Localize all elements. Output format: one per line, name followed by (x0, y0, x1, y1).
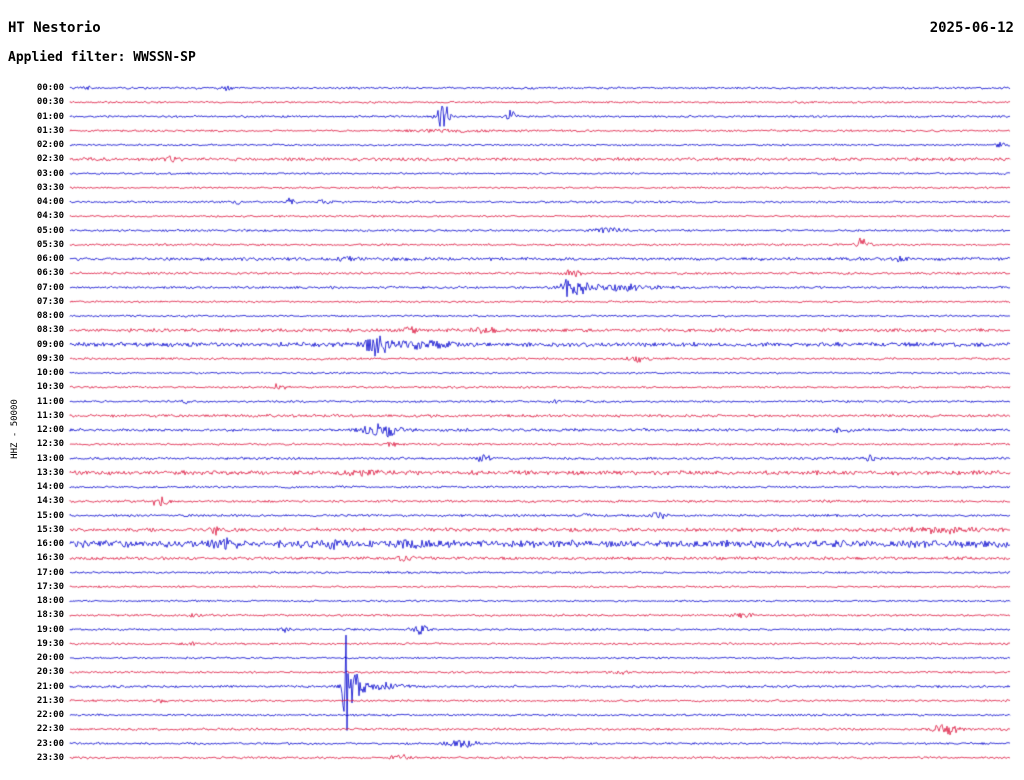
time-label: 11:30 (36, 410, 64, 421)
time-label: 18:00 (36, 596, 64, 606)
time-label: 14:30 (36, 496, 64, 507)
time-label: 08:30 (36, 325, 64, 336)
filter-label: Applied filter: WWSSN-SP (8, 50, 196, 65)
time-label: 23:00 (36, 738, 64, 749)
time-label: 02:00 (36, 140, 64, 150)
time-label: 00:00 (36, 83, 64, 93)
time-label: 02:30 (36, 154, 64, 165)
time-label: 04:30 (36, 211, 64, 222)
time-label: 06:00 (36, 254, 64, 264)
time-label: 05:00 (36, 225, 64, 236)
time-label: 10:00 (36, 368, 64, 378)
time-label: 11:00 (36, 396, 64, 407)
time-label: 15:00 (36, 510, 64, 521)
time-label: 07:30 (36, 296, 64, 307)
time-label: 21:30 (36, 695, 64, 706)
time-label: 17:00 (36, 567, 64, 578)
time-label: 15:30 (36, 524, 64, 535)
time-label: 01:30 (36, 125, 64, 136)
station-title: HT Nestorio (8, 20, 101, 36)
time-label: 03:30 (36, 182, 64, 193)
time-label: 12:00 (36, 425, 64, 435)
time-label: 01:00 (36, 111, 64, 122)
time-label: 23:30 (36, 752, 64, 763)
time-label: 00:30 (36, 97, 64, 108)
time-label: 09:00 (36, 339, 64, 350)
time-label: 13:00 (36, 453, 64, 464)
time-label: 07:00 (36, 282, 64, 293)
time-label: 16:30 (36, 553, 64, 564)
time-label: 19:30 (36, 638, 64, 649)
time-label: 06:30 (36, 268, 64, 279)
time-label: 03:00 (36, 168, 64, 179)
time-label: 05:30 (36, 239, 64, 250)
time-label: 18:30 (36, 610, 64, 621)
date-label: 2025-06-12 (929, 20, 1014, 36)
time-label: 04:00 (36, 197, 64, 207)
time-label: 16:00 (36, 539, 64, 549)
time-label: 17:30 (36, 581, 64, 592)
time-label: 20:00 (36, 653, 64, 663)
time-label: 20:30 (36, 667, 64, 678)
time-label: 13:30 (36, 467, 64, 478)
time-label: 21:00 (36, 681, 64, 692)
time-label: 08:00 (36, 311, 64, 321)
time-label: 12:30 (36, 439, 64, 450)
time-label: 22:30 (36, 724, 64, 735)
time-label: 19:00 (36, 624, 64, 635)
time-label: 10:30 (36, 382, 64, 393)
time-label: 14:00 (36, 482, 64, 492)
time-label: 09:30 (36, 353, 64, 364)
time-label: 22:00 (36, 710, 64, 720)
